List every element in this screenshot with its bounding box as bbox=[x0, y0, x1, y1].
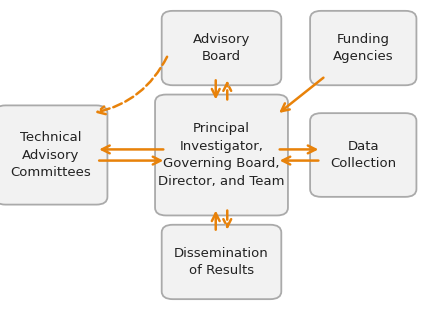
FancyBboxPatch shape bbox=[0, 105, 107, 205]
Text: Advisory
Board: Advisory Board bbox=[193, 33, 250, 63]
FancyBboxPatch shape bbox=[155, 95, 288, 215]
FancyBboxPatch shape bbox=[310, 113, 416, 197]
Text: Funding
Agencies: Funding Agencies bbox=[333, 33, 393, 63]
Text: Technical
Advisory
Committees: Technical Advisory Committees bbox=[11, 131, 91, 179]
Text: Principal
Investigator,
Governing Board,
Director, and Team: Principal Investigator, Governing Board,… bbox=[158, 122, 285, 188]
FancyBboxPatch shape bbox=[162, 11, 281, 85]
FancyBboxPatch shape bbox=[310, 11, 416, 85]
Text: Data
Collection: Data Collection bbox=[330, 140, 396, 170]
FancyBboxPatch shape bbox=[162, 225, 281, 299]
Text: Dissemination
of Results: Dissemination of Results bbox=[174, 247, 269, 277]
